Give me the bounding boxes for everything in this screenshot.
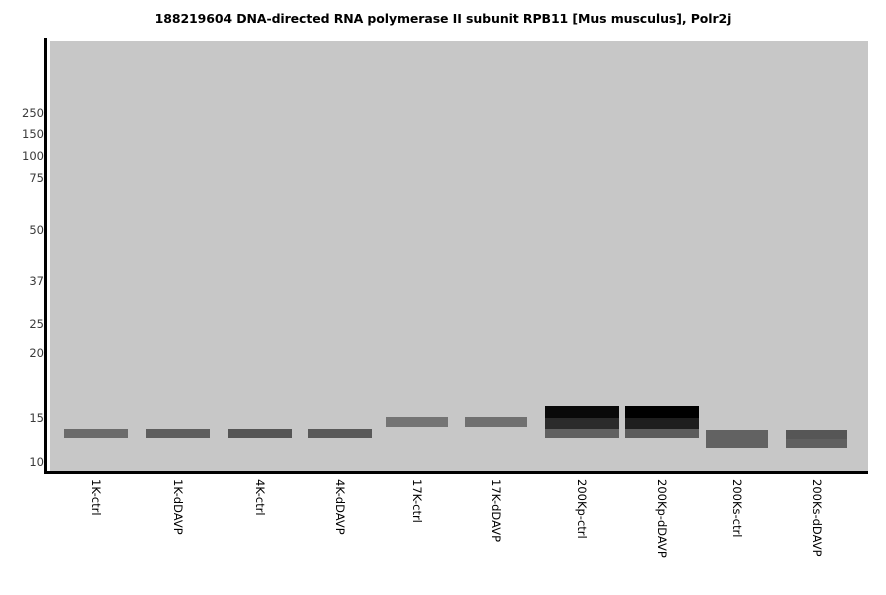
x-tick-label-text: 200Kp-ctrl: [575, 479, 589, 539]
gel-plot-area: [50, 41, 868, 471]
x-tick-label: 200Kp-dDAVP: [655, 479, 669, 589]
x-tick-label-text: 200Ks-dDAVP: [809, 479, 824, 557]
gel-band: [545, 406, 619, 418]
x-tick-label-text: 200Ks-ctrl: [730, 479, 744, 538]
gel-lane: [706, 41, 768, 471]
y-tick-label: 150: [22, 127, 44, 141]
x-tick-label: 17K-ctrl: [410, 479, 424, 589]
gel-band: [706, 430, 768, 448]
y-axis-spine: [44, 38, 47, 474]
gel-lane: [625, 41, 699, 471]
x-tick-label-text: 4K-dDAVP: [333, 479, 347, 535]
x-tick-label: 17K-dDAVP: [489, 479, 503, 589]
gel-lane: [545, 41, 619, 471]
x-tick-label-text: 200Kp-dDAVP: [655, 479, 669, 558]
gel-lane: [308, 41, 372, 471]
x-tick-label: 200Ks-dDAVP: [810, 479, 824, 589]
gel-band: [545, 418, 619, 429]
y-tick-label: 250: [22, 106, 44, 120]
x-axis-spine: [44, 471, 868, 474]
y-tick-label: 50: [29, 223, 44, 237]
x-tick-label-text: 4K-ctrl: [253, 479, 267, 516]
gel-lane: [146, 41, 210, 471]
x-tick-label: 4K-ctrl: [253, 479, 267, 589]
x-tick-label: 200Ks-ctrl: [730, 479, 744, 589]
y-axis-tick-labels: 250 150 100 75 50 37 25 20 15 10: [0, 0, 44, 595]
gel-lane: [386, 41, 448, 471]
page-title: 188219604 DNA-directed RNA polymerase II…: [154, 11, 732, 26]
gel-band: [625, 429, 699, 438]
x-tick-label: 4K-dDAVP: [333, 479, 347, 589]
gel-band: [465, 417, 527, 427]
gel-band: [545, 429, 619, 438]
y-tick-label: 100: [22, 149, 44, 163]
gel-band: [64, 429, 128, 438]
y-tick-label: 20: [29, 346, 44, 360]
x-tick-label-text: 17K-dDAVP: [489, 479, 503, 543]
gel-band: [308, 429, 372, 438]
gel-band: [786, 430, 847, 439]
y-tick-label: 37: [29, 274, 44, 288]
x-tick-label-text: 1K-dDAVP: [171, 479, 185, 535]
x-tick-label: 1K-dDAVP: [171, 479, 185, 589]
gel-band: [228, 429, 292, 438]
y-tick-label: 15: [29, 411, 44, 425]
gel-band: [146, 429, 210, 438]
gel-lane: [786, 41, 847, 471]
x-tick-label: 200Kp-ctrl: [575, 479, 589, 589]
gel-lane: [64, 41, 128, 471]
gel-band: [625, 406, 699, 418]
y-tick-label: 10: [29, 455, 44, 469]
gel-lane: [228, 41, 292, 471]
y-tick-label: 75: [29, 171, 44, 185]
x-tick-label-text: 1K-ctrl: [89, 479, 103, 516]
x-tick-label-text: 17K-ctrl: [410, 479, 424, 523]
gel-band: [386, 417, 448, 427]
y-tick-label: 25: [29, 317, 44, 331]
gel-band: [625, 418, 699, 429]
x-tick-label: 1K-ctrl: [89, 479, 103, 589]
gel-band: [786, 439, 847, 448]
gel-lane: [465, 41, 527, 471]
